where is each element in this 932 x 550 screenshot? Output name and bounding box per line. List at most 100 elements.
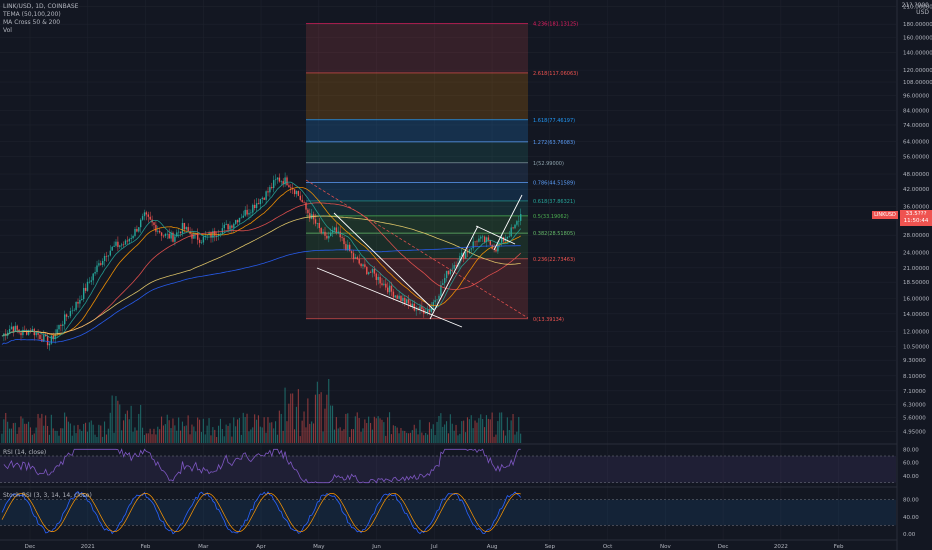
volume-bar	[250, 429, 252, 443]
candle-body	[449, 269, 452, 275]
candle-body	[434, 300, 436, 303]
volume-bar	[259, 426, 261, 443]
time-tick-label: 2022	[774, 544, 788, 550]
candle-body	[438, 295, 440, 300]
candle-body	[428, 309, 431, 313]
volume-bar	[143, 434, 145, 443]
candle-body	[191, 233, 193, 239]
candle-body	[105, 255, 108, 257]
candle-body	[482, 236, 484, 238]
candle-body	[65, 314, 68, 317]
dashed-trendline	[305, 179, 529, 319]
candle-body	[508, 236, 510, 237]
candle-body	[290, 187, 292, 189]
volume-bar	[77, 424, 79, 443]
candle-body	[400, 295, 402, 302]
volume-bar	[476, 422, 478, 443]
volume-bar	[520, 433, 522, 443]
candle-body	[305, 202, 307, 210]
volume-bar	[117, 400, 119, 443]
candle-body	[198, 239, 201, 243]
price-tick-label: 42.00000	[903, 187, 930, 193]
rsi-legend[interactable]: RSI (14, close)	[3, 449, 47, 456]
time-tick-label: Sep	[545, 544, 556, 550]
volume-bar	[67, 421, 69, 443]
volume-bar	[425, 432, 427, 443]
candle-body	[366, 266, 368, 275]
candle-body	[520, 214, 522, 221]
fib-zone	[306, 141, 528, 163]
volume-bar	[459, 433, 461, 443]
tema-legend[interactable]: TEMA (50,100,200)	[3, 11, 61, 18]
volume-bar	[178, 417, 180, 443]
stoch-rsi-legend[interactable]: Stoch RSI (3, 3, 14, 14, close)	[3, 492, 92, 499]
ma-legend[interactable]: MA Cross 50 & 200	[3, 19, 61, 26]
candle-body	[444, 278, 446, 284]
fib-level-label: 0.5(33.19062)	[533, 214, 569, 220]
candle-body	[43, 334, 45, 342]
candle-body	[419, 306, 421, 310]
candle-body	[421, 306, 423, 310]
fibonacci-retracement[interactable]: 0(13.39134) 0.236(22.73463) 0.382(28.51805…	[306, 21, 578, 323]
trendline	[333, 212, 435, 311]
last-price-tag: 33.5??? 11:50:44	[900, 210, 932, 226]
candle-body	[52, 335, 54, 340]
candle-body	[489, 239, 491, 245]
volume-bar	[52, 428, 54, 443]
volume-bar	[466, 417, 468, 443]
currency-corner[interactable]: 21?.?000 USD	[902, 2, 929, 16]
volume-bar	[288, 403, 290, 443]
volume-bar	[238, 417, 240, 443]
candle-body	[432, 302, 434, 307]
candle-body	[204, 235, 206, 237]
volume-bar	[491, 412, 493, 443]
rsi-tick-label: 80.00	[903, 447, 919, 453]
trendline-drawings[interactable]	[305, 179, 529, 328]
volume-bar	[294, 429, 296, 443]
fib-zone	[306, 23, 528, 73]
volume-bar	[79, 429, 81, 443]
candle-body	[111, 246, 113, 251]
candle-body	[297, 191, 300, 196]
volume-bar	[208, 418, 210, 443]
volume-bar	[314, 394, 316, 443]
volume-bar	[489, 419, 491, 443]
symbol-title[interactable]: LINK/USD, 1D, COINBASE	[3, 3, 79, 10]
candle-body	[107, 255, 110, 257]
volume-bar	[94, 434, 96, 443]
chart-legend: LINK/USD, 1D, COINBASE TEMA (50,100,200)…	[3, 3, 78, 35]
candles	[3, 172, 522, 351]
volume-bar	[85, 422, 87, 443]
candle-body	[269, 187, 271, 193]
volume-bar	[332, 405, 334, 443]
candle-body	[178, 231, 180, 233]
candle-body	[326, 235, 328, 239]
volume-bar	[430, 428, 432, 443]
volume-bar	[451, 423, 453, 443]
candle-body	[463, 252, 465, 259]
candle-body	[309, 213, 311, 219]
candle-body	[117, 241, 119, 247]
volume-bar	[275, 421, 277, 443]
price-axis[interactable]: 210.00000 180.00000 160.00000 140.00000 120.…	[896, 0, 932, 550]
volume-bar	[240, 434, 242, 443]
fib-zone	[306, 200, 528, 216]
candle-body	[459, 255, 461, 264]
price-tick-label: 140.00000	[903, 51, 932, 57]
candle-body	[96, 265, 98, 272]
vol-legend[interactable]: Vol	[3, 27, 12, 34]
volume-bar	[280, 413, 282, 443]
volume-bar	[172, 418, 174, 443]
volume-bar	[244, 417, 246, 443]
volume-bar	[121, 430, 123, 443]
price-tick-label: 9.30000	[903, 358, 926, 364]
volume-bar	[385, 435, 387, 443]
volume-bar	[487, 418, 489, 443]
candle-body	[360, 263, 362, 267]
candle-body	[371, 268, 374, 273]
candle-body	[286, 177, 288, 186]
candle-body	[109, 250, 111, 256]
time-axis[interactable]: Dec 2021 Feb Mar Apr May Jun Jul Aug Sep Oct Nov Dec…	[0, 539, 897, 550]
candle-body	[238, 217, 241, 223]
